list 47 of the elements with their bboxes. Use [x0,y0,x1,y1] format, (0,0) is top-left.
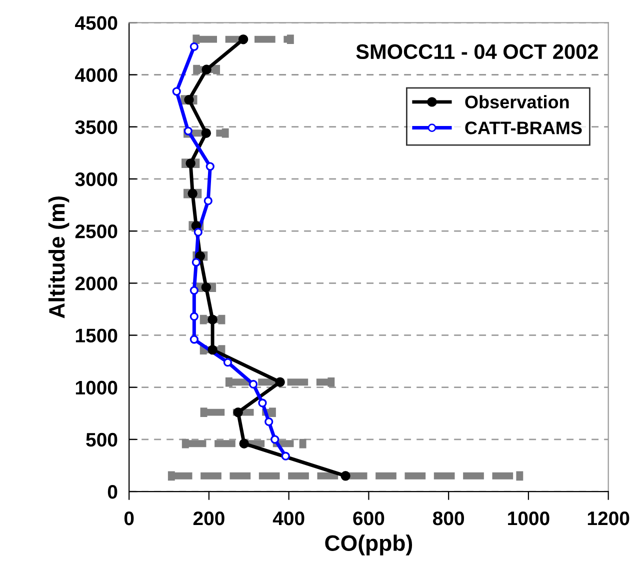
point [190,42,198,51]
point [194,228,202,236]
y-tick-label: 1000 [76,380,118,395]
y-tick-label: 0 [108,484,118,499]
text: SMOCC11 - 04 OCT 2002 [356,44,598,60]
y-tick-label: 500 [86,432,118,447]
point [190,312,198,321]
x-tick-label: 1000 [508,511,550,526]
y-tick-label: 2000 [75,276,118,290]
x-tick-label: 1200 [588,511,630,526]
point [239,438,249,448]
point [258,398,267,408]
legend-label: CATT-BRAMS [465,122,582,134]
point [192,258,200,267]
y-tick-label: 3000 [75,172,118,186]
point [264,417,274,426]
point [223,358,232,367]
x-tick-label: 400 [272,511,304,526]
point [270,435,280,444]
point [208,314,218,324]
y-axis-title: Altitude (m) [48,196,70,318]
x-tick-label: 800 [432,511,464,526]
point [201,128,212,138]
point [184,126,192,136]
point [275,377,285,387]
x-tick-label: 200 [193,511,224,526]
point [340,471,350,481]
point [233,407,243,418]
point [190,335,198,344]
y-tick-label: 4500 [75,16,118,30]
x-axis-title: CO(ppb) [325,534,412,556]
x-tick-label: 0 [124,511,134,526]
y-tick-label: 3500 [75,120,118,134]
y-tick-label: 4000 [75,68,118,82]
point [202,64,212,74]
point [206,162,214,171]
point [248,380,258,389]
point [208,344,218,355]
point [190,286,198,295]
point [281,452,290,460]
y-tick-label: 2500 [75,224,118,238]
point [238,34,248,44]
point [204,196,212,206]
legend-label: Observation [465,95,569,108]
point [172,87,181,96]
x-tick-label: 600 [353,511,384,526]
y-tick-label: 1500 [76,328,118,342]
